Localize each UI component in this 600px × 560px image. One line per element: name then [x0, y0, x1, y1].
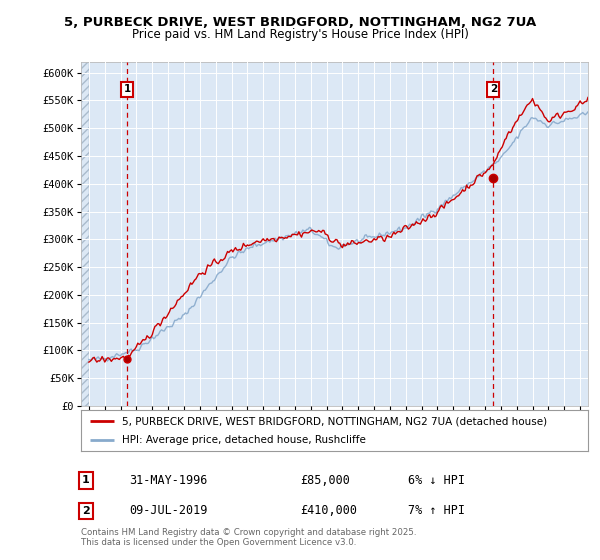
Text: 1: 1	[124, 85, 131, 95]
Text: £410,000: £410,000	[300, 505, 357, 517]
Text: Price paid vs. HM Land Registry's House Price Index (HPI): Price paid vs. HM Land Registry's House …	[131, 28, 469, 41]
Text: 5, PURBECK DRIVE, WEST BRIDGFORD, NOTTINGHAM, NG2 7UA: 5, PURBECK DRIVE, WEST BRIDGFORD, NOTTIN…	[64, 16, 536, 29]
Text: 6% ↓ HPI: 6% ↓ HPI	[408, 474, 465, 487]
Text: HPI: Average price, detached house, Rushcliffe: HPI: Average price, detached house, Rush…	[122, 435, 365, 445]
Text: Contains HM Land Registry data © Crown copyright and database right 2025.
This d: Contains HM Land Registry data © Crown c…	[81, 528, 416, 547]
Bar	[81, 62, 89, 406]
Text: 7% ↑ HPI: 7% ↑ HPI	[408, 505, 465, 517]
Text: 1: 1	[82, 475, 89, 485]
Text: 31-MAY-1996: 31-MAY-1996	[129, 474, 208, 487]
Text: 2: 2	[490, 85, 497, 95]
Text: 2: 2	[82, 506, 89, 516]
Text: 5, PURBECK DRIVE, WEST BRIDGFORD, NOTTINGHAM, NG2 7UA (detached house): 5, PURBECK DRIVE, WEST BRIDGFORD, NOTTIN…	[122, 417, 547, 426]
Text: £85,000: £85,000	[300, 474, 350, 487]
Text: 09-JUL-2019: 09-JUL-2019	[129, 505, 208, 517]
